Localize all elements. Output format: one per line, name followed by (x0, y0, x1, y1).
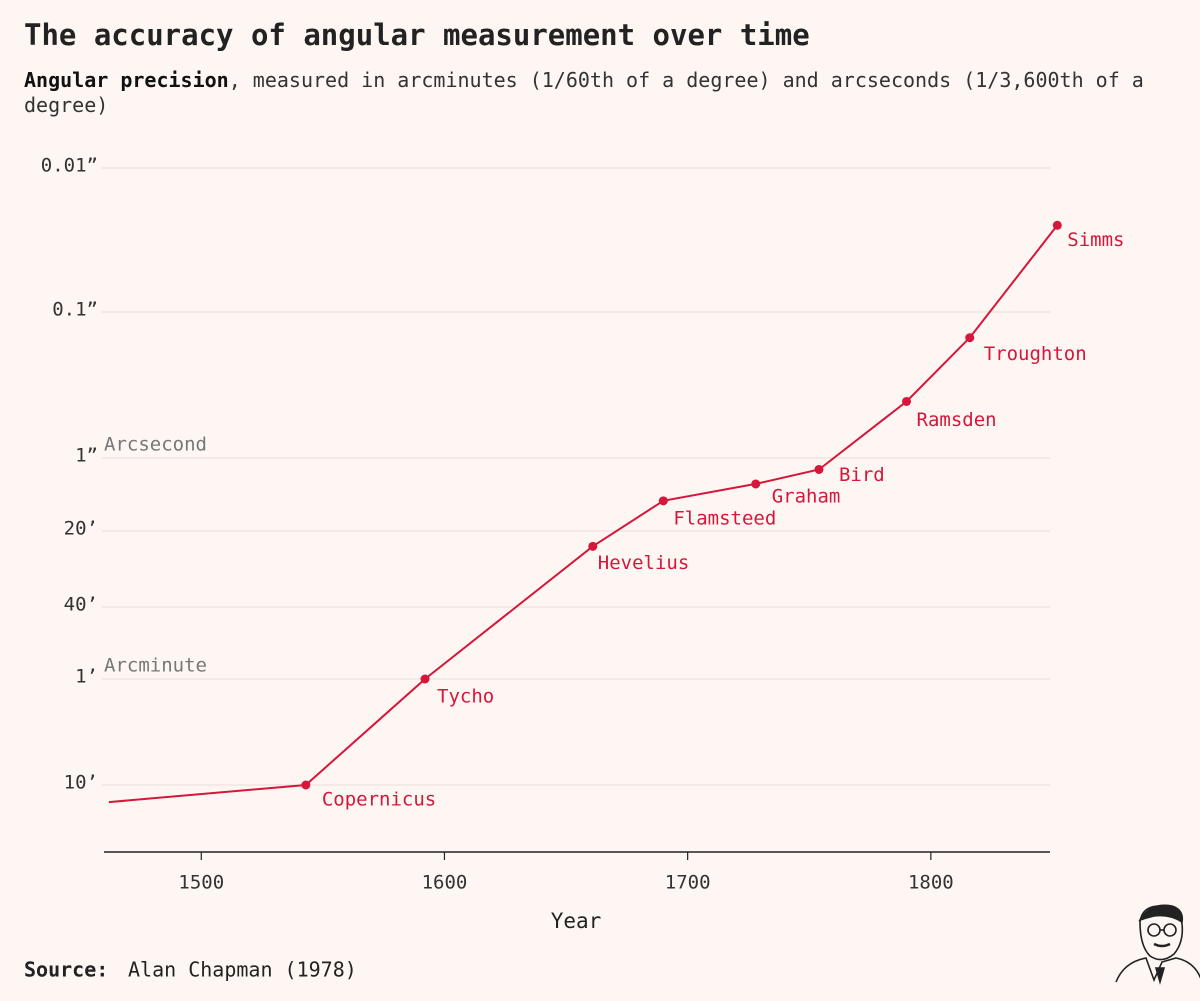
y-tick-label: 1’ (75, 666, 98, 688)
annotation: Arcsecond (104, 434, 207, 456)
subtitle-bold: Angular precision (24, 68, 229, 92)
subtitle: Angular precision, measured in arcminute… (24, 68, 1184, 118)
point-label: Tycho (437, 686, 494, 708)
data-point (1052, 220, 1062, 230)
y-tick-label: 0.1” (52, 299, 98, 321)
author-icon (1115, 904, 1200, 985)
point-label: Simms (1067, 229, 1124, 251)
subtitle-box: Angular precision, measured in arcminute… (24, 68, 1184, 118)
data-point (658, 496, 668, 506)
source: Alan Chapman (1978) (128, 958, 357, 982)
y-tick-label: 20’ (64, 518, 98, 540)
point-label: Hevelius (598, 552, 690, 574)
x-tick-label: 1600 (422, 872, 468, 894)
data-point (902, 396, 912, 406)
point-label: Ramsden (917, 409, 997, 431)
x-tick-label: 1500 (178, 872, 224, 894)
data-point (588, 541, 598, 551)
data-point (420, 674, 430, 684)
data-point (751, 479, 761, 489)
data-line (108, 224, 1059, 804)
point-label: Bird (839, 464, 885, 486)
data-point (814, 464, 824, 474)
point-label: Graham (772, 485, 841, 507)
data-point (965, 333, 975, 343)
y-tick-label: 40’ (64, 594, 98, 616)
point-label: Copernicus (322, 789, 436, 811)
annotation: Arcminute (104, 655, 207, 677)
y-tick-label: 1” (75, 445, 98, 467)
x-tick-label: 1800 (908, 872, 954, 894)
data-point (301, 780, 311, 790)
point-label: Flamsteed (673, 507, 776, 529)
subtitle-text: , measured in arcminutes (1/60th of a de… (24, 68, 1144, 117)
y-tick-label: 0.01” (41, 155, 98, 177)
chart-title: The accuracy of angular measurement over… (24, 18, 810, 52)
x-tick-label: 1700 (665, 872, 711, 894)
x-axis-title: Year (551, 909, 602, 933)
source-label: Source: (24, 958, 108, 982)
y-tick-label: 10’ (64, 772, 98, 794)
point-label: Troughton (984, 343, 1087, 365)
